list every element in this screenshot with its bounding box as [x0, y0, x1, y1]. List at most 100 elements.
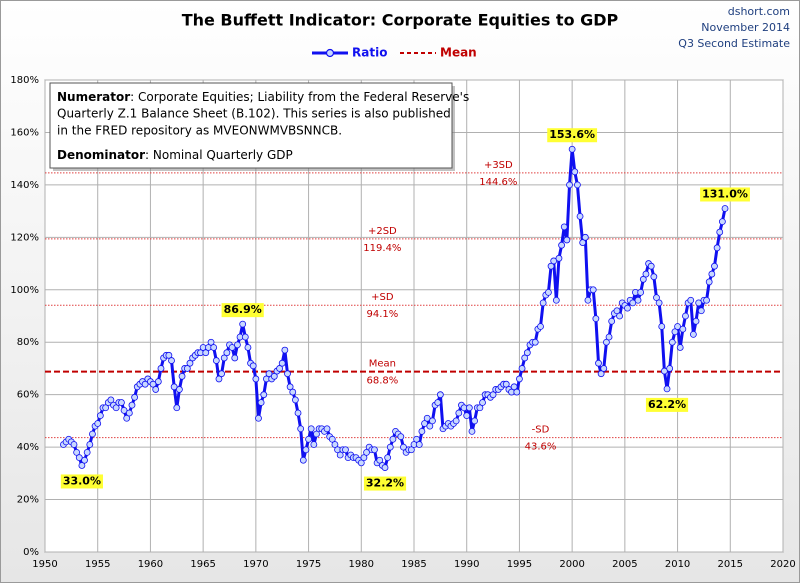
annotation-bg: [60, 474, 103, 489]
data-point: [299, 456, 307, 464]
grid: 0% 20% 40% 60% 80% 100% 120% 140% 160% 180% 1950 19…: [10, 75, 795, 570]
data-point: [502, 380, 510, 388]
data-point: [328, 435, 336, 443]
data-point: [239, 320, 247, 328]
data-point: [718, 218, 726, 226]
data-point: [342, 446, 349, 454]
data-point: [465, 404, 473, 412]
legend-label: Mean: [440, 46, 477, 60]
data-point: [297, 425, 305, 433]
y-tick-label: 60%: [17, 390, 39, 401]
data-point: [384, 454, 392, 462]
annotation-bg: [700, 187, 750, 202]
data-point: [537, 323, 544, 330]
x-tick-label: 1965: [190, 559, 215, 570]
data-point: [260, 391, 268, 399]
data-point: [73, 448, 81, 456]
y-tick-label: 80%: [17, 337, 39, 348]
data-point: [653, 294, 660, 302]
reference-label: 119.4%: [363, 243, 401, 254]
y-tick-label: 0%: [23, 547, 39, 558]
data-point: [255, 414, 262, 422]
data-point: [141, 380, 149, 388]
data-point: [616, 312, 623, 320]
data-point: [212, 357, 220, 364]
data-point: [576, 212, 584, 220]
data-point: [96, 412, 104, 420]
note-frame: [49, 82, 453, 169]
data-point: [713, 244, 721, 252]
data-point: [418, 427, 426, 435]
data-point: [257, 399, 265, 406]
data-point: [555, 254, 563, 262]
data-point: [655, 299, 663, 307]
x-tick-label: 2000: [559, 559, 584, 570]
data-point: [674, 323, 681, 330]
annotation-label: 153.6%: [549, 128, 595, 141]
data-point: [476, 404, 484, 412]
reference-name: +3SD: [484, 160, 513, 171]
data-point: [265, 370, 273, 378]
data-point: [165, 351, 173, 359]
data-point: [642, 270, 650, 278]
data-point: [639, 275, 647, 283]
data-point: [244, 344, 252, 351]
data-point: [102, 404, 110, 412]
data-point: [574, 181, 581, 189]
data-point: [278, 359, 286, 367]
data-point: [289, 388, 297, 396]
annotation: 131.0%: [700, 187, 750, 202]
data-point: [716, 228, 724, 236]
x-tick-label: 2015: [718, 559, 743, 570]
data-point: [120, 406, 128, 414]
data-point: [284, 370, 291, 378]
data-point: [613, 307, 621, 315]
reference-label: 94.1%: [366, 309, 398, 320]
y-tick-label: 140%: [10, 180, 39, 191]
data-point: [608, 317, 616, 325]
data-point: [421, 420, 428, 427]
data-point: [363, 448, 370, 456]
data-point: [676, 344, 684, 351]
data-point: [658, 323, 666, 330]
data-point: [81, 456, 88, 464]
data-point: [634, 296, 642, 304]
x-tick-label: 1985: [401, 559, 426, 570]
data-point: [186, 359, 194, 367]
data-point: [183, 365, 191, 372]
data-point: [597, 370, 605, 378]
data-point: [357, 459, 365, 467]
annotation-label: 62.2%: [648, 398, 686, 411]
data-point: [563, 236, 571, 244]
data-point: [721, 205, 729, 212]
data-point: [687, 296, 695, 304]
data-point: [434, 399, 442, 406]
data-point: [660, 367, 668, 375]
y-tick-label: 120%: [10, 232, 39, 243]
data-point: [210, 344, 218, 351]
data-point: [94, 420, 102, 427]
data-point: [650, 273, 658, 281]
data-point: [307, 425, 315, 433]
note-line: in the FRED repository as MVEONWMVBSNNCB…: [57, 124, 342, 138]
data-point: [389, 435, 397, 443]
data-point: [629, 299, 637, 307]
data-point: [202, 349, 210, 357]
annotation-label: 32.2%: [366, 477, 404, 490]
reference-name: Mean: [369, 359, 396, 370]
y-tick-label: 180%: [10, 75, 39, 86]
data-point: [220, 354, 228, 362]
data-point: [605, 333, 613, 341]
data-point: [152, 386, 160, 393]
data-point: [207, 338, 215, 346]
data-point: [78, 462, 86, 469]
annotation: 86.9%: [221, 303, 264, 318]
x-tick-label: 2020: [770, 559, 795, 570]
data-point: [313, 430, 320, 438]
data-point: [531, 338, 539, 346]
data-point: [513, 388, 521, 396]
data-point: [400, 443, 407, 451]
data-point: [415, 441, 423, 448]
annotation-label: 86.9%: [224, 303, 262, 316]
data-point: [223, 349, 231, 357]
